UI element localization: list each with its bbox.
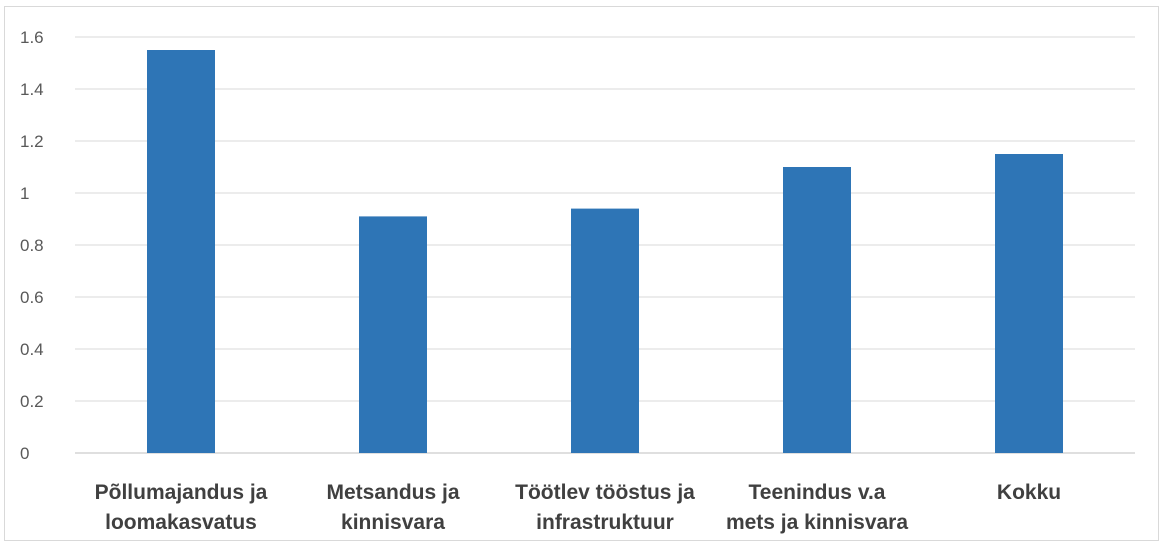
y-tick-label: 1.2 [20,132,44,151]
category-label: Kokku [997,481,1061,504]
bar [995,154,1063,453]
y-tick-label: 1.4 [20,80,44,99]
category-label-line: Põllumajandus ja [95,481,268,504]
y-tick-label: 1.6 [20,28,44,47]
x-axis-labels: Põllumajandus ja loomakasvatus Metsandus j… [95,481,1061,534]
category-label-line: Töötlev tööstus ja [515,481,695,504]
bars [147,50,1063,453]
category-label-line: infrastruktuur [536,511,674,534]
category-label: Töötlev tööstus ja infrastruktuur [515,481,695,534]
category-label-line: Metsandus ja [326,481,459,504]
y-tick-label: 0.8 [20,236,44,255]
category-label: Metsandus ja kinnisvara [326,481,459,534]
y-tick-label: 1 [20,184,29,203]
category-label-line: mets ja kinnisvara [726,511,908,534]
category-label-line: Kokku [997,481,1061,504]
bar [783,167,851,453]
y-tick-label: 0.6 [20,288,44,307]
category-label-line: loomakasvatus [105,511,257,534]
y-tick-label: 0.2 [20,392,44,411]
y-tick-label: 0 [20,444,29,463]
category-label-line: Teenindus v.a [749,481,886,504]
category-label: Põllumajandus ja loomakasvatus [95,481,268,534]
bar [571,208,639,453]
y-tick-label: 0.4 [20,340,44,359]
bar [359,216,427,453]
category-label: Teenindus v.a mets ja kinnisvara [726,481,908,534]
bar [147,50,215,453]
category-label-line: kinnisvara [341,511,445,534]
gridlines [75,36,1135,454]
y-axis-ticks: 0 0.2 0.4 0.6 0.8 1 1.2 1.4 1.6 [20,28,44,463]
